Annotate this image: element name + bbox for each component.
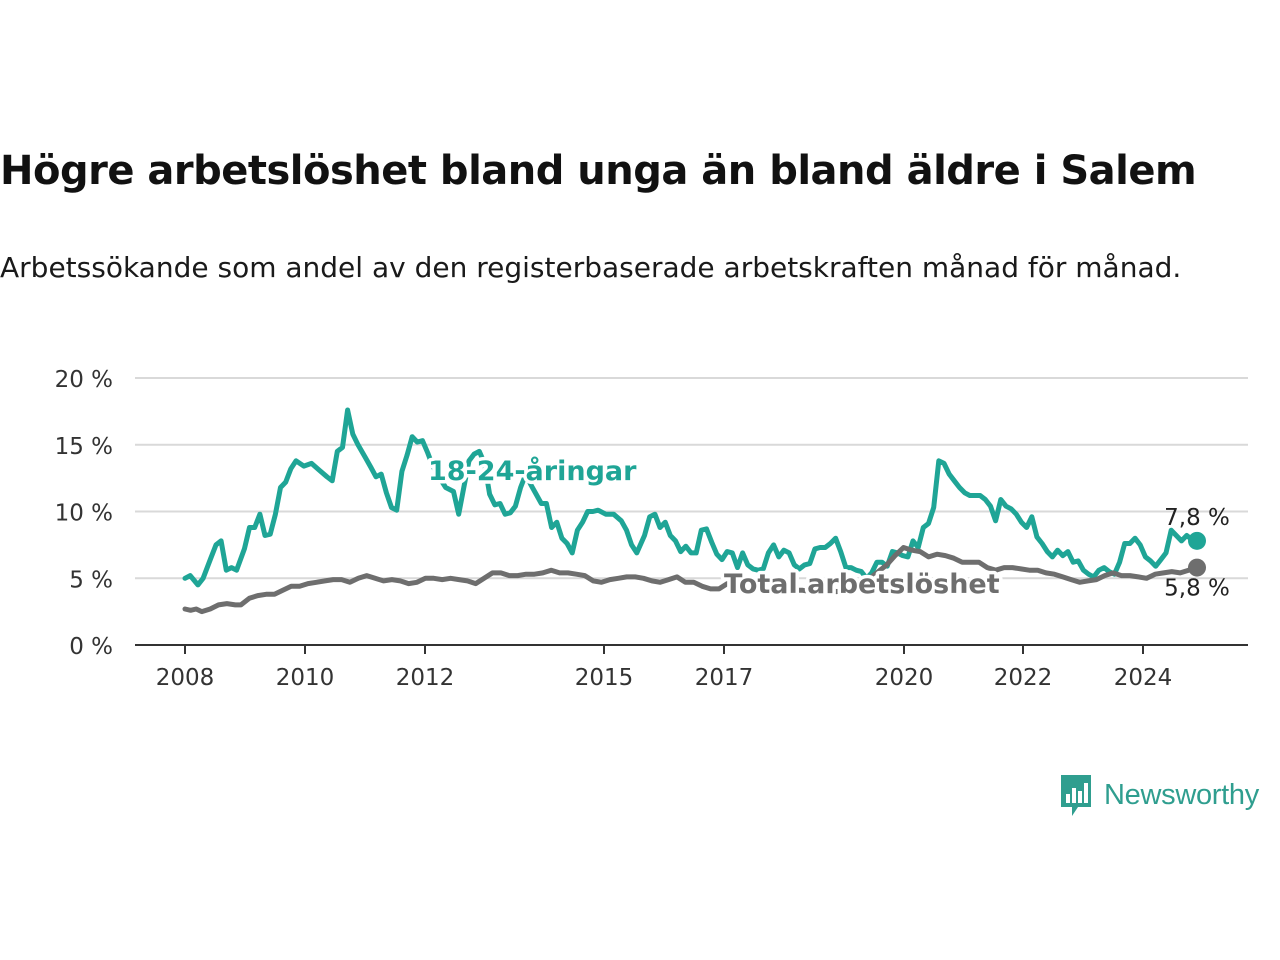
chart-title: Högre arbetslöshet bland unga än bland ä… <box>0 148 1197 194</box>
y-tick-label: 0 % <box>69 634 113 660</box>
series-end-point <box>1188 531 1206 550</box>
chart-subtitle: Arbetssökande som andel av den registerb… <box>0 251 1182 284</box>
line-chart: 0 %5 %10 %15 %20 % 2008 2010 2012 2015 2017 2… <box>55 367 1248 691</box>
series-annotation: 18-24-åringar <box>428 455 637 487</box>
x-tick-label: 2024 <box>1114 665 1173 691</box>
x-tick-label: 2010 <box>276 665 335 691</box>
y-tick-label: 15 % <box>55 434 113 460</box>
y-gridlines <box>135 377 1248 580</box>
x-tick-label: 2008 <box>156 665 215 691</box>
y-tick-label: 10 % <box>55 501 113 527</box>
y-tick-label: 5 % <box>69 567 113 593</box>
series-lines: 7,8 % 5,8 % <box>182 407 1230 615</box>
annotation-halo: Total arbetslöshet <box>724 569 1000 600</box>
series-annotation: Total arbetslöshet <box>724 569 1000 600</box>
bar-chart-bubble-icon <box>1061 775 1091 816</box>
x-tick-label: 2020 <box>875 665 934 691</box>
series-end-point <box>1188 558 1206 577</box>
x-axis-ticks: 2008 2010 2012 2015 2017 2020 2022 2024 <box>156 645 1173 691</box>
series-end-label: 7,8 % <box>1164 505 1230 531</box>
y-axis-ticks: 0 % 5 % 10 % 15 % 20 % <box>55 367 113 660</box>
y-tick-label: 20 % <box>55 367 113 393</box>
x-tick-label: 2022 <box>994 665 1053 691</box>
x-tick-label: 2015 <box>575 665 634 691</box>
x-tick-label: 2017 <box>695 665 754 691</box>
annotation-halo: 18-24-åringar <box>428 455 637 487</box>
brand-name: Newsworthy <box>1104 778 1259 811</box>
newsworthy-logo: Newsworthy <box>1058 772 1259 818</box>
series-line-total <box>182 545 1200 615</box>
x-tick-label: 2012 <box>396 665 455 691</box>
series-end-label: 5,8 % <box>1164 576 1230 602</box>
series-line-youth <box>182 407 1200 588</box>
